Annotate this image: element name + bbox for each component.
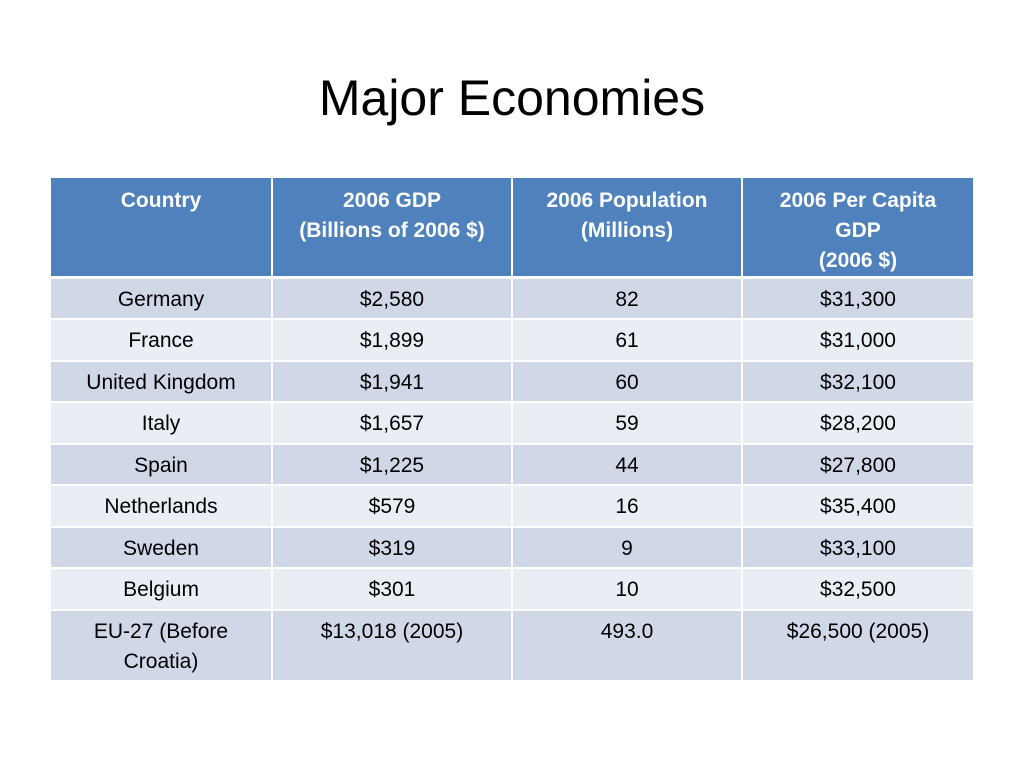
cell-country: France — [51, 319, 273, 362]
cell-country: Spain — [51, 443, 273, 486]
cell-gdp: $13,018 (2005) — [272, 609, 513, 682]
table-row: United Kingdom $1,941 60 $32,100 — [51, 360, 973, 403]
table-row: Italy $1,657 59 $28,200 — [51, 402, 973, 445]
cell-country: Belgium — [51, 568, 273, 611]
cell-population: 44 — [512, 443, 743, 486]
table-row: Sweden $319 9 $33,100 — [51, 526, 973, 569]
table-row: Spain $1,225 44 $27,800 — [51, 443, 973, 486]
table-row: EU-27 (Before Croatia) $13,018 (2005) 49… — [51, 609, 973, 682]
cell-population: 9 — [512, 526, 743, 569]
cell-per-capita-gdp: $32,500 — [742, 568, 973, 611]
header-population: 2006 Population (Millions) — [512, 178, 743, 279]
cell-population: 59 — [512, 402, 743, 445]
cell-population: 60 — [512, 360, 743, 403]
cell-gdp: $1,941 — [272, 360, 513, 403]
header-gdp: 2006 GDP (Billions of 2006 $) — [272, 178, 513, 279]
cell-population: 61 — [512, 319, 743, 362]
header-country: Country — [51, 178, 273, 279]
economies-table: Country 2006 GDP (Billions of 2006 $) 200… — [51, 178, 973, 682]
table-header-row: Country 2006 GDP (Billions of 2006 $) 200… — [51, 178, 973, 279]
cell-per-capita-gdp: $26,500 (2005) — [742, 609, 973, 682]
cell-gdp: $2,580 — [272, 277, 513, 320]
header-per-capita-gdp: 2006 Per Capita GDP (2006 $) — [742, 178, 973, 279]
cell-per-capita-gdp: $35,400 — [742, 485, 973, 528]
cell-population: 16 — [512, 485, 743, 528]
table-row: Germany $2,580 82 $31,300 — [51, 277, 973, 320]
cell-per-capita-gdp: $33,100 — [742, 526, 973, 569]
cell-gdp: $1,657 — [272, 402, 513, 445]
cell-per-capita-gdp: $31,300 — [742, 277, 973, 320]
cell-country: United Kingdom — [51, 360, 273, 403]
cell-gdp: $319 — [272, 526, 513, 569]
table-row: Netherlands $579 16 $35,400 — [51, 485, 973, 528]
cell-country: Germany — [51, 277, 273, 320]
cell-per-capita-gdp: $32,100 — [742, 360, 973, 403]
cell-per-capita-gdp: $28,200 — [742, 402, 973, 445]
cell-country: Sweden — [51, 526, 273, 569]
table-row: Belgium $301 10 $32,500 — [51, 568, 973, 611]
cell-population: 493.0 — [512, 609, 743, 682]
cell-per-capita-gdp: $27,800 — [742, 443, 973, 486]
cell-country: Italy — [51, 402, 273, 445]
slide-title: Major Economies — [318, 70, 706, 126]
cell-country: Netherlands — [51, 485, 273, 528]
cell-gdp: $579 — [272, 485, 513, 528]
cell-gdp: $301 — [272, 568, 513, 611]
cell-per-capita-gdp: $31,000 — [742, 319, 973, 362]
cell-population: 10 — [512, 568, 743, 611]
cell-gdp: $1,225 — [272, 443, 513, 486]
cell-population: 82 — [512, 277, 743, 320]
cell-gdp: $1,899 — [272, 319, 513, 362]
table-row: France $1,899 61 $31,000 — [51, 319, 973, 362]
cell-country: EU-27 (Before Croatia) — [51, 609, 273, 682]
